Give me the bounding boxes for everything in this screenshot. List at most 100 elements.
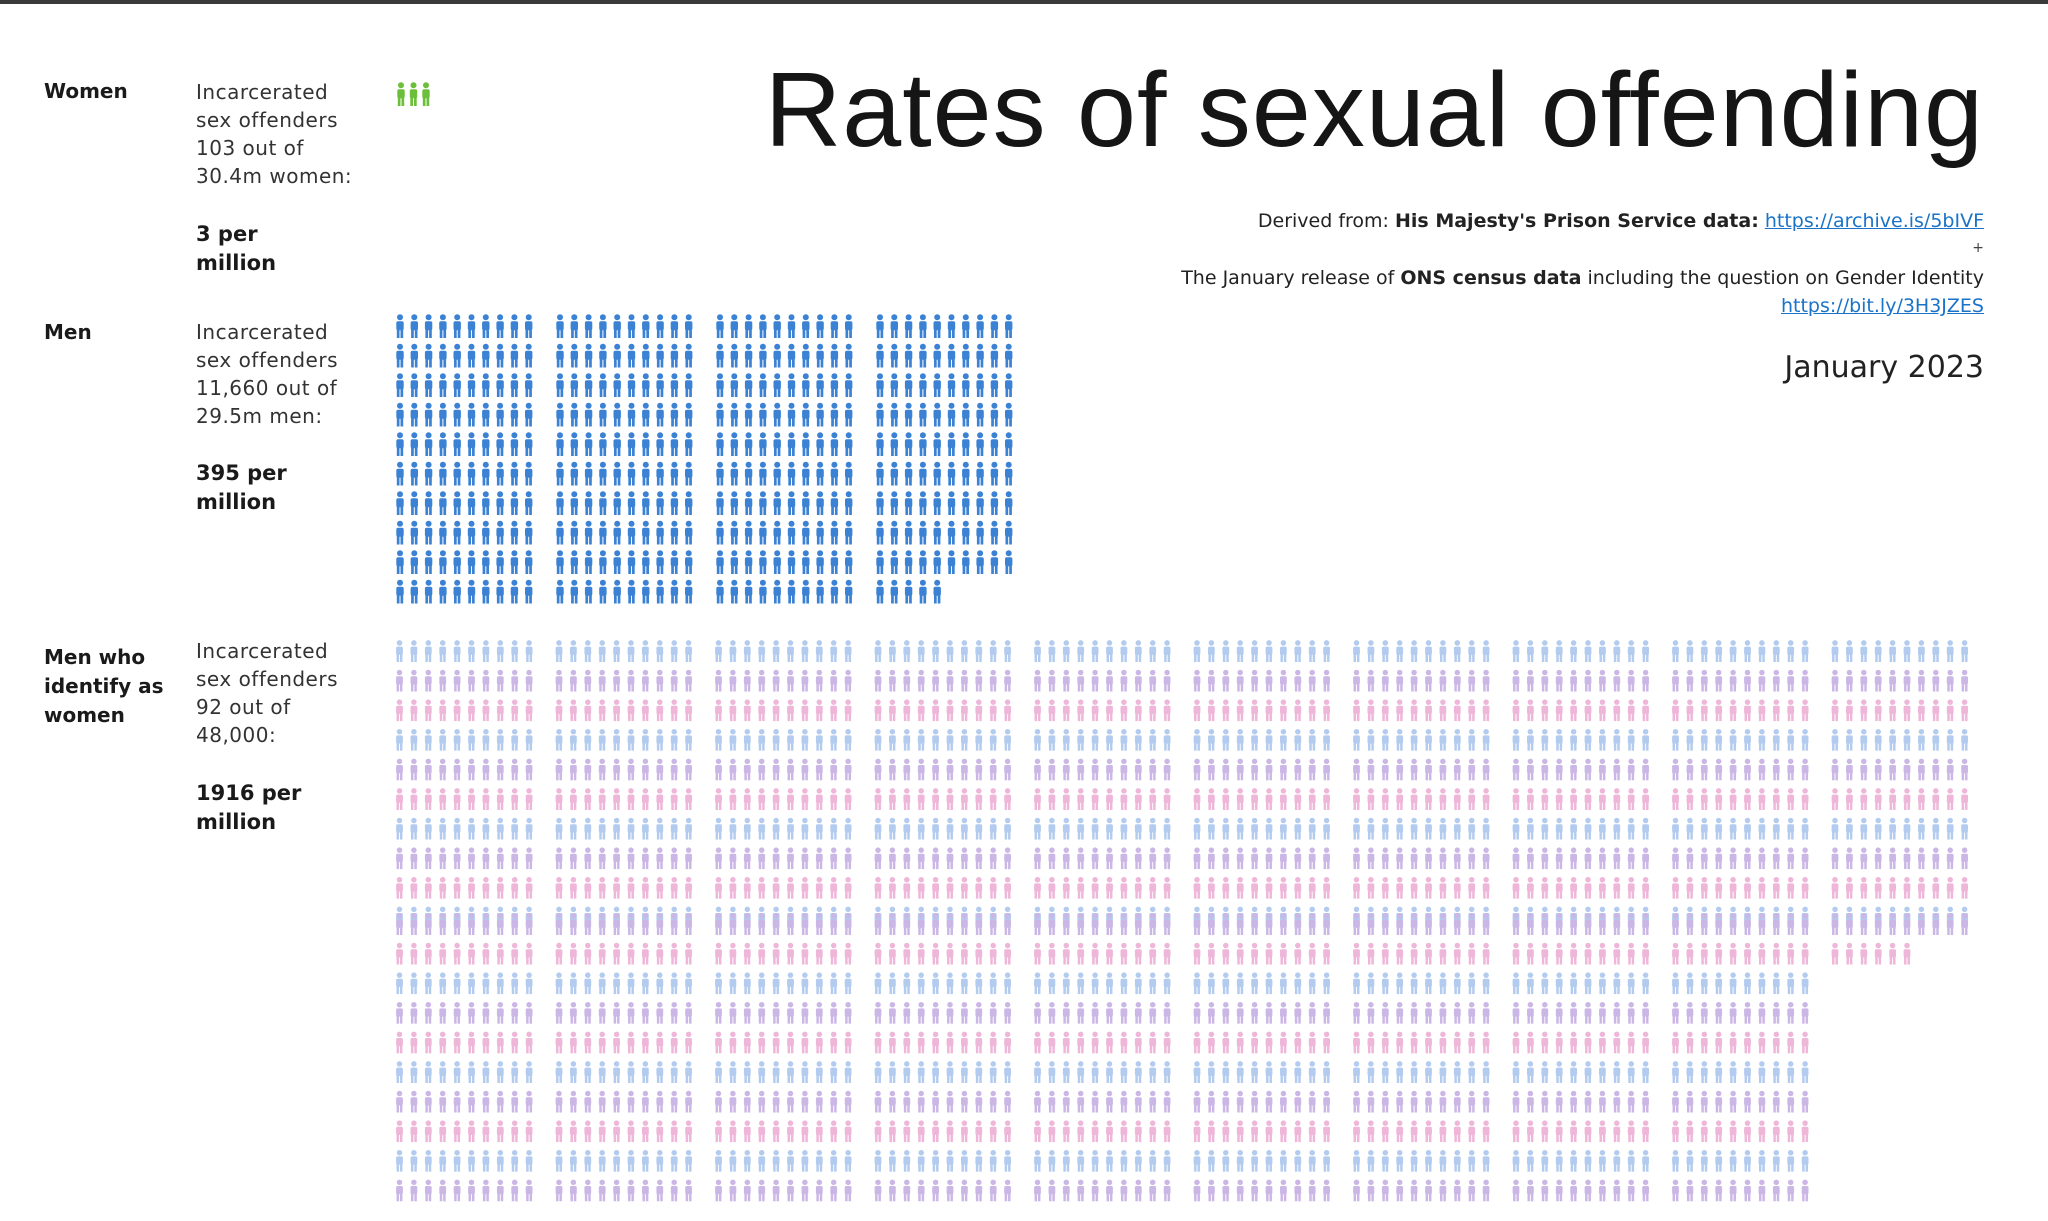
figure-men: [627, 520, 636, 545]
figure-men-who-identify-as-women: [830, 640, 838, 662]
figure-men: [410, 432, 418, 456]
figure-men-who-identify-as-women: [1512, 913, 1520, 935]
figure-men-who-identify-as-women: [772, 699, 780, 722]
figure-men: [802, 520, 810, 545]
figure-men-who-identify-as-women: [482, 728, 490, 751]
figure-men-who-identify-as-women: [903, 876, 911, 899]
figure-men-who-identify-as-women: [1482, 758, 1490, 781]
figure-men-who-identify-as-women: [1787, 728, 1795, 751]
figure-men-who-identify-as-women: [1672, 942, 1679, 965]
rate-women: 3 per million: [196, 220, 326, 278]
figure-men-who-identify-as-women: [1744, 1120, 1751, 1143]
figure-men: [670, 402, 679, 427]
figure-men-who-identify-as-women: [1946, 758, 1954, 781]
figure-men-who-identify-as-women: [1512, 669, 1520, 692]
figure-men-who-identify-as-women: [613, 699, 620, 722]
figure-men: [773, 461, 781, 486]
figure-men-who-identify-as-women: [1439, 1120, 1447, 1143]
figure-men: [802, 402, 810, 427]
figure-men-who-identify-as-women: [627, 1090, 635, 1113]
figure-men: [890, 520, 898, 545]
figure-men-who-identify-as-women: [1208, 1120, 1215, 1143]
figure-men-who-identify-as-women: [424, 1031, 432, 1054]
figure-men-who-identify-as-women: [801, 1149, 809, 1172]
figure-men-who-identify-as-women: [1527, 1061, 1534, 1083]
figure-men-who-identify-as-women: [525, 669, 533, 692]
figure-men-who-identify-as-women: [1134, 1179, 1142, 1202]
figure-men-who-identify-as-women: [1570, 669, 1577, 692]
figure-men-who-identify-as-women: [1410, 1090, 1418, 1113]
figure-men-who-identify-as-women: [1627, 817, 1635, 840]
figure-men-who-identify-as-women: [627, 876, 635, 899]
figure-men-who-identify-as-women: [1149, 1061, 1157, 1083]
figure-men-who-identify-as-women: [961, 1001, 968, 1024]
figure-men-who-identify-as-women: [1294, 972, 1302, 995]
figure-men-who-identify-as-women: [1120, 1001, 1128, 1024]
figure-men-who-identify-as-women: [1642, 1090, 1649, 1113]
figure-men: [830, 579, 839, 604]
figure-men-who-identify-as-women: [1280, 1001, 1287, 1024]
figure-men-who-identify-as-women: [1208, 942, 1215, 965]
figure-men-who-identify-as-women: [1308, 817, 1316, 840]
figure-men-who-identify-as-women: [917, 876, 925, 899]
figure-men-who-identify-as-women: [903, 913, 911, 935]
figure-men-who-identify-as-women: [844, 847, 852, 870]
figure-men: [773, 491, 781, 515]
figure-men: [482, 520, 490, 545]
figure-men-who-identify-as-women: [656, 847, 664, 870]
figure-men-who-identify-as-women: [961, 876, 968, 899]
figure-men-who-identify-as-women: [1700, 972, 1708, 995]
figure-men-who-identify-as-women: [642, 1120, 649, 1143]
figure-men-who-identify-as-women: [439, 699, 447, 722]
figure-men-who-identify-as-women: [1758, 699, 1766, 722]
figure-men-who-identify-as-women: [743, 1061, 751, 1083]
figure-men-who-identify-as-women: [1932, 758, 1940, 781]
figure-men-who-identify-as-women: [685, 1120, 692, 1143]
figure-men-who-identify-as-women: [613, 1031, 620, 1054]
figure-men: [685, 314, 693, 338]
figure-men: [396, 461, 404, 486]
figure-men-who-identify-as-women: [1482, 669, 1490, 692]
figure-men-who-identify-as-women: [1613, 758, 1621, 781]
figure-men-who-identify-as-women: [1106, 1090, 1113, 1113]
figure-men-who-identify-as-women: [1236, 913, 1244, 935]
figure-men-who-identify-as-women: [613, 758, 620, 781]
figure-men-who-identify-as-women: [1106, 758, 1113, 781]
figure-men-who-identify-as-women: [961, 669, 968, 692]
figure-men-who-identify-as-women: [1831, 942, 1839, 965]
figure-men-who-identify-as-women: [1555, 1031, 1563, 1054]
figure-men: [976, 314, 984, 338]
figure-men-who-identify-as-women: [1062, 817, 1070, 840]
figure-men-who-identify-as-women: [555, 1149, 563, 1172]
figure-men-who-identify-as-women: [627, 972, 635, 995]
figure-men-who-identify-as-women: [1208, 817, 1215, 840]
figure-men-who-identify-as-women: [584, 1179, 592, 1202]
source-link-2[interactable]: https://bit.ly/3H3JZES: [1780, 295, 1984, 317]
figure-men-who-identify-as-women: [932, 1090, 939, 1113]
figure-men-who-identify-as-women: [1946, 876, 1954, 899]
figure-men: [787, 402, 796, 427]
figure-men-who-identify-as-women: [903, 788, 911, 810]
figure-men: [876, 579, 884, 604]
figure-men: [919, 314, 927, 338]
figure-men-who-identify-as-women: [772, 788, 780, 810]
figure-men: [830, 520, 839, 545]
figure-men-who-identify-as-women: [598, 758, 606, 781]
figure-men-who-identify-as-women: [1251, 1031, 1258, 1054]
figure-men-who-identify-as-women: [1163, 1090, 1171, 1113]
figure-men-who-identify-as-women: [598, 699, 606, 722]
figure-men: [424, 461, 433, 486]
figure-men-who-identify-as-women: [874, 758, 882, 781]
figure-men-who-identify-as-women: [1700, 1090, 1708, 1113]
figure-men-who-identify-as-women: [1439, 876, 1447, 899]
figure-men: [599, 343, 607, 368]
figure-men-who-identify-as-women: [1410, 669, 1418, 692]
figure-men-who-identify-as-women: [1729, 972, 1737, 995]
figure-men-who-identify-as-women: [598, 876, 606, 899]
figure-men-who-identify-as-women: [787, 847, 794, 870]
figure-men: [410, 491, 418, 515]
figure-men-who-identify-as-women: [410, 1061, 418, 1083]
source-link-1[interactable]: https://archive.is/5bIVF: [1764, 210, 1984, 232]
figure-men-who-identify-as-women: [1715, 758, 1723, 781]
figure-men-who-identify-as-women: [1570, 1001, 1577, 1024]
